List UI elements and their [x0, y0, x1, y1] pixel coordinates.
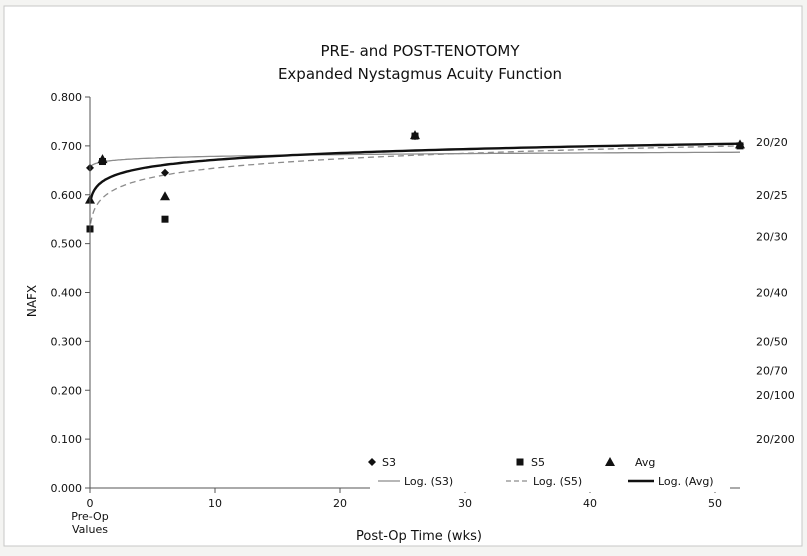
legend-label-log-s5: Log. (S5) — [533, 475, 582, 488]
point-s3 — [161, 168, 169, 177]
trendline-log-s5 — [90, 145, 741, 224]
chart-title: PRE- and POST-TENOTOMY — [320, 42, 520, 60]
x-tick-label: 40 — [583, 497, 597, 510]
right-axis-label: 20/50 — [756, 335, 788, 348]
legend-label-log-avg: Log. (Avg) — [658, 475, 714, 488]
point-avg — [97, 154, 108, 164]
legend-box — [370, 448, 730, 492]
legend-label-log-s3: Log. (S3) — [404, 475, 453, 488]
y-tick-label: 0.100 — [51, 433, 83, 446]
plot-background — [90, 97, 740, 488]
legend-marker-avg — [605, 457, 615, 466]
legend-label-s5: S5 — [531, 456, 545, 469]
plot-area — [90, 97, 740, 488]
y-tick-label: 0.700 — [51, 140, 83, 153]
right-axis-label: 20/25 — [756, 189, 788, 202]
y-axis-label: NAFX — [25, 285, 39, 317]
x-axis-label: Post-Op Time (wks) — [356, 529, 482, 544]
y-tick-label: 0.000 — [51, 482, 83, 495]
x-note-line: Pre-Op — [71, 510, 108, 523]
x-note-line: Values — [72, 523, 108, 536]
x-tick-label: 0 — [87, 497, 94, 510]
y-tick-label: 0.200 — [51, 384, 83, 397]
y-tick-label: 0.600 — [51, 189, 83, 202]
legend-label-s3: S3 — [382, 456, 396, 469]
trendline-layer — [89, 142, 741, 224]
legend: S3 S5 Avg Log. (S3) Log. (S5) Log. (Avg) — [368, 448, 730, 492]
y-tick-label: 0.400 — [51, 287, 83, 300]
right-axis-label: 20/200 — [756, 433, 795, 446]
point-avg — [735, 139, 745, 149]
axis-layer: 0.000 0.100 0.200 0.300 0.400 0.500 0.600 0.700… — [51, 91, 795, 536]
x-tick-label: 20 — [333, 497, 347, 510]
y-tick-label: 0.300 — [51, 335, 83, 348]
point-s5 — [161, 215, 169, 223]
chart-subtitle: Expanded Nystagmus Acuity Function — [278, 65, 562, 83]
y-tick-label: 0.500 — [51, 238, 83, 251]
point-avg — [410, 130, 420, 140]
right-axis-label: 20/20 — [756, 136, 788, 149]
x-tick-label: 30 — [458, 497, 472, 510]
right-axis-label: 20/30 — [756, 230, 788, 243]
point-avg — [160, 191, 170, 201]
trendline-log-s3 — [90, 151, 741, 168]
x-tick-label: 50 — [708, 497, 722, 510]
legend-label-avg: Avg — [635, 456, 655, 469]
x-tick-label: 10 — [208, 497, 222, 510]
legend-marker-s5 — [516, 458, 524, 466]
right-axis-label: 20/100 — [756, 389, 795, 402]
right-axis-label: 20/40 — [756, 287, 788, 300]
legend-marker-s3 — [368, 458, 376, 466]
y-tick-label: 0.800 — [51, 91, 83, 104]
right-axis-label: 20/70 — [756, 365, 788, 378]
trendline-log-avg — [89, 142, 741, 201]
